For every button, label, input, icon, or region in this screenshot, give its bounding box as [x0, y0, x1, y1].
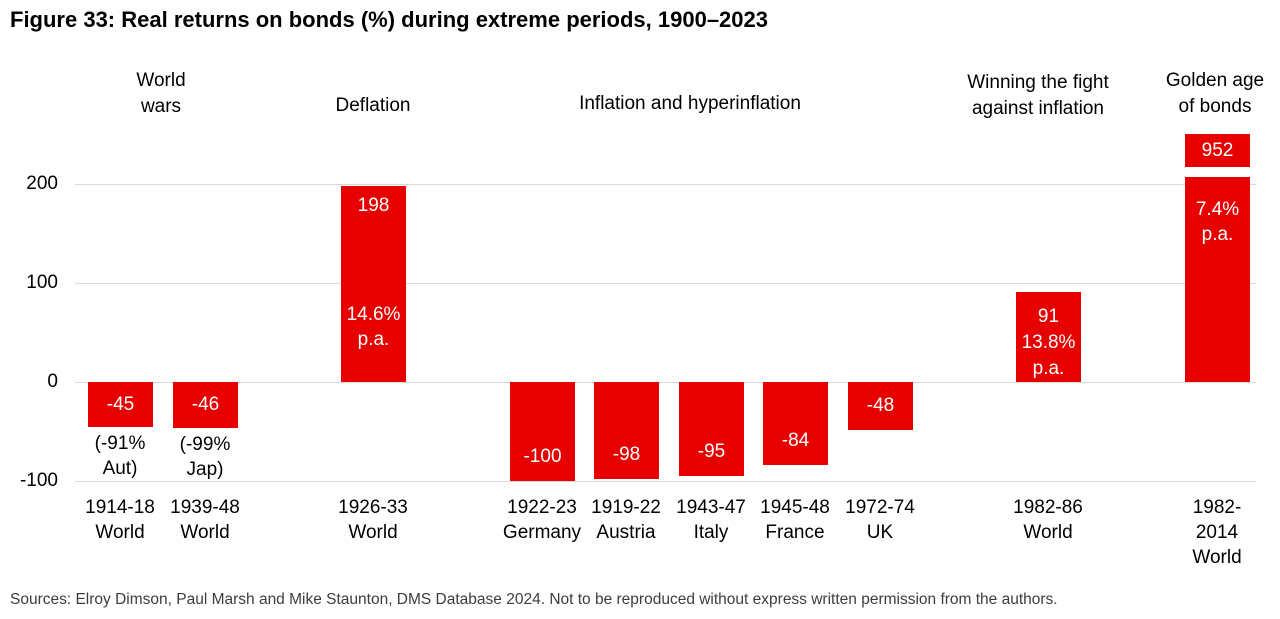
x-tick-line: UK [866, 522, 894, 543]
group-header-line: Deflation [335, 95, 411, 116]
x-tick-line: 1914-18 [85, 497, 155, 518]
bar-value-line: 91 [1037, 306, 1060, 327]
x-tick-line: France [765, 522, 825, 543]
bar-1972-74-uk: -48 [848, 382, 913, 430]
figure-title: Figure 33: Real returns on bonds (%) dur… [10, 7, 769, 32]
bar-pa-label: 7.4% p.a. [1185, 197, 1250, 247]
x-tick-line: 2014 [1195, 522, 1239, 543]
gridline-0 [75, 382, 1256, 383]
x-tick-line: Austria [596, 522, 656, 543]
x-tick-label: 1943-47 Italy [646, 495, 776, 545]
x-tick-label: 1982- 2014 World [1152, 495, 1280, 570]
group-header-line: Winning the fight [967, 72, 1109, 93]
group-header: Deflation [213, 93, 533, 119]
bar-1914-18-world: -45 [88, 382, 153, 427]
bar-pa-line: p.a. [1032, 358, 1065, 379]
group-header: Winning the fight against inflation [878, 70, 1198, 122]
bar-value-label: -95 [697, 441, 726, 462]
x-tick-label: 1982-86 World [983, 495, 1113, 545]
group-header-line: against inflation [971, 98, 1105, 119]
group-header: Inflation and hyperinflation [530, 91, 850, 117]
bar-value-label: -46 [191, 394, 220, 415]
x-tick-line: World [180, 522, 230, 543]
bar-value-label: -45 [106, 393, 135, 415]
x-tick-line: World [95, 522, 145, 543]
group-header: Golden age of bonds [1055, 68, 1280, 120]
x-tick-line: World [1023, 522, 1073, 543]
x-tick-line: 1943-47 [676, 497, 746, 518]
y-tick-label: 200 [26, 173, 58, 194]
bar-value-label: -98 [612, 444, 641, 465]
group-header: World wars [1, 68, 321, 120]
bar-annotation-line: Aut) [102, 458, 138, 479]
x-tick-line: 1982- [1192, 497, 1242, 518]
x-tick-line: Germany [502, 522, 582, 543]
x-tick-line: 1982-86 [1013, 497, 1083, 518]
bar-1945-48-france: -84 [763, 382, 828, 465]
group-header-line: wars [140, 96, 182, 117]
bar-annotation: (-99% Jap) [140, 432, 270, 482]
bar-annotation-line: (-99% [179, 434, 231, 455]
bar-pa-line: p.a. [1201, 224, 1234, 245]
x-tick-line: Italy [693, 522, 729, 543]
gridline--100 [75, 481, 1256, 482]
bar-pa-line: 13.8% [1021, 332, 1076, 353]
bar-1926-33-world: 198 14.6% p.a. [341, 186, 406, 382]
x-tick-line: 1926-33 [338, 497, 408, 518]
x-tick-label: 1919-22 Austria [561, 495, 691, 545]
group-header-line: Inflation and hyperinflation [579, 93, 801, 114]
source-note: Sources: Elroy Dimson, Paul Marsh and Mi… [10, 591, 1058, 608]
bar-1939-48-world: -46 [173, 382, 238, 428]
group-header-line: of bonds [1178, 96, 1252, 117]
bar-annotation: (-91% Aut) [55, 431, 185, 481]
bar-pa-line: p.a. [357, 329, 390, 350]
x-tick-line: 1922-23 [507, 497, 577, 518]
group-header-line: World [136, 70, 186, 91]
x-tick-line: 1972-74 [845, 497, 915, 518]
bar-1982-2014-world: 7.4% p.a. [1185, 177, 1250, 382]
bar-value-label: 91 13.8% p.a. [1016, 304, 1081, 382]
x-tick-line: 1939-48 [170, 497, 240, 518]
y-tick-label: 0 [47, 371, 58, 392]
bar-pa-line: 14.6% [346, 304, 401, 325]
x-tick-line: 1945-48 [760, 497, 830, 518]
bar-1982-86-world: 91 13.8% p.a. [1016, 292, 1081, 382]
bar-value-label: -48 [866, 395, 895, 416]
bar-pa-label: 14.6% p.a. [341, 302, 406, 352]
x-tick-label: 1926-33 World [308, 495, 438, 545]
x-tick-label: 1972-74 UK [815, 495, 945, 545]
gridline-200 [75, 184, 1256, 185]
bar-1922-23-germany: -100 [510, 382, 575, 481]
gridline-100 [75, 283, 1256, 284]
bar-pa-line: 7.4% [1195, 199, 1240, 220]
x-tick-line: 1919-22 [591, 497, 661, 518]
bar-annotation-line: (-91% [94, 433, 146, 454]
group-header-line: Golden age [1165, 70, 1265, 91]
bar-value-label: 198 [357, 195, 390, 216]
x-tick-label: 1914-18 World [55, 495, 185, 545]
x-tick-label: 1945-48 France [730, 495, 860, 545]
x-tick-line: World [348, 522, 398, 543]
bar-1919-22-austria: -98 [594, 382, 659, 479]
x-tick-label: 1939-48 World [140, 495, 270, 545]
bar-value-label: -100 [523, 446, 562, 467]
y-tick-label: 100 [26, 272, 58, 293]
x-tick-line: World [1192, 547, 1242, 568]
bar-cap-1982-2014-world: 952 [1185, 134, 1250, 167]
y-tick-label: -100 [19, 470, 58, 491]
bar-annotation-line: Jap) [186, 459, 224, 480]
x-tick-label: 1922-23 Germany [477, 495, 607, 545]
bar-value-label: -84 [781, 430, 810, 451]
bar-1943-47-italy: -95 [679, 382, 744, 476]
